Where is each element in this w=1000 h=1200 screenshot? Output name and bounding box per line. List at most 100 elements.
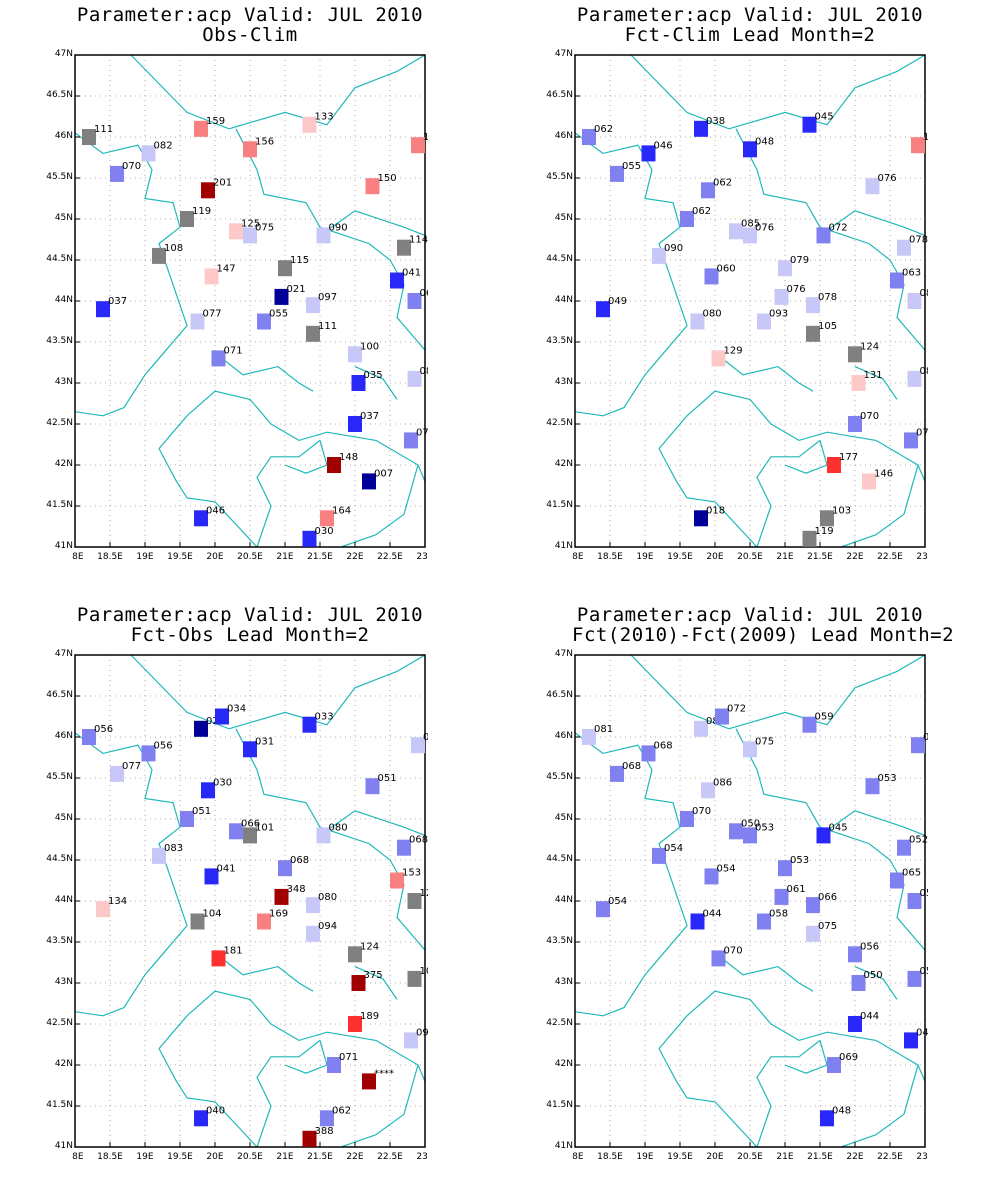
- station-marker: [243, 141, 257, 158]
- station-marker: [302, 1130, 317, 1147]
- station-value-label: 069: [839, 1052, 858, 1063]
- station-marker: [851, 975, 866, 991]
- station-value-label: 056: [154, 740, 173, 751]
- station-marker: [904, 1032, 918, 1049]
- y-tick-label: 41.5N: [546, 1100, 573, 1110]
- x-tick-label: 19E: [636, 1152, 653, 1162]
- map-panel-fct2010-fct2009: Parameter:acp Valid: JUL 2010 Fct(2010)-…: [546, 605, 954, 1165]
- station-marker: [911, 737, 925, 754]
- station-marker: [911, 137, 925, 154]
- y-tick-label: 41N: [554, 541, 573, 551]
- station-marker: [890, 272, 904, 289]
- station-value-label: 189: [360, 1011, 379, 1022]
- station-marker: [743, 227, 757, 244]
- y-tick-label: 41N: [554, 1141, 573, 1151]
- y-tick-label: 47N: [54, 49, 73, 59]
- y-tick-label: 45.5N: [46, 172, 73, 182]
- station-marker: [201, 182, 215, 199]
- station-marker: [320, 510, 334, 527]
- station-value-label: 164: [332, 505, 351, 516]
- station-marker: [327, 457, 341, 473]
- station-value-label: 062: [594, 124, 613, 135]
- station-marker: [302, 116, 317, 133]
- border-line: [284, 440, 328, 474]
- station-value-label: 056: [920, 966, 929, 977]
- station-value-label: 054: [608, 896, 627, 907]
- x-tick-label: 20E: [206, 552, 223, 562]
- station-marker: [306, 925, 320, 942]
- station-value-label: 086: [713, 777, 732, 788]
- x-tick-label: 19E: [636, 552, 653, 562]
- x-tick-label: 19.5E: [167, 552, 193, 562]
- station-marker: [806, 325, 820, 342]
- station-marker: [348, 1016, 362, 1032]
- station-value-label: 049: [608, 296, 627, 307]
- border-line: [658, 390, 926, 482]
- y-tick-label: 43.5N: [546, 936, 573, 946]
- station-value-label: 070: [860, 411, 879, 422]
- station-value-label: 030: [213, 777, 232, 788]
- station-value-label: 040: [206, 1105, 225, 1116]
- y-tick-label: 43.5N: [46, 336, 73, 346]
- y-tick-label: 41.5N: [546, 500, 573, 510]
- station-value-label: 078: [909, 235, 928, 246]
- station-value-label: 388: [315, 1126, 334, 1137]
- station-marker: [201, 782, 215, 799]
- x-tick-label: 18E: [72, 552, 84, 562]
- station-marker: [404, 1032, 418, 1049]
- station-marker: [82, 129, 96, 145]
- x-tick-label: 22.5E: [877, 1152, 903, 1162]
- station-marker: [743, 141, 757, 158]
- x-tick-label: 19.5E: [167, 1152, 193, 1162]
- station-marker: [204, 868, 219, 885]
- station-value-label: 070: [724, 945, 743, 956]
- station-value-label: 080: [329, 822, 348, 833]
- station-marker: [407, 893, 422, 909]
- station-marker: [211, 350, 226, 367]
- station-value-label: 147: [217, 263, 236, 274]
- x-tick-label: 23E: [416, 1152, 428, 1162]
- y-tick-label: 46.5N: [46, 690, 73, 700]
- station-value-label: 072: [829, 222, 848, 233]
- station-marker: [215, 708, 229, 725]
- station-value-label: ****: [374, 1068, 394, 1079]
- station-marker: [774, 888, 789, 905]
- station-value-label: 058: [769, 909, 788, 920]
- station-marker: [180, 811, 194, 827]
- station-value-label: 045: [916, 1027, 928, 1038]
- station-value-label: 062: [713, 177, 732, 188]
- station-marker: [397, 839, 411, 856]
- station-value-label: 060: [717, 263, 736, 274]
- station-map: 18E 18.5E 19E 19.5E 20E 20.5E 21E 21.5E 22E 22.5E…: [572, 52, 928, 565]
- x-tick-label: 19E: [136, 552, 153, 562]
- border-line: [235, 128, 426, 351]
- station-marker: [848, 346, 862, 363]
- x-tick-label: 22.5E: [377, 552, 403, 562]
- station-map: 18E 18.5E 19E 19.5E 20E 20.5E 21E 21.5E 22E 22.5E…: [72, 652, 428, 1165]
- station-marker: [802, 116, 817, 133]
- station-marker: [152, 247, 166, 264]
- y-tick-label: 44.5N: [46, 854, 73, 864]
- x-tick-label: 21E: [276, 552, 293, 562]
- border-line: [854, 366, 898, 400]
- x-tick-label: 21.5E: [307, 552, 333, 562]
- station-marker: [862, 473, 876, 490]
- station-marker: [404, 432, 418, 449]
- panel-title-line1: Parameter:acp Valid: JUL 2010: [576, 4, 924, 26]
- station-value-label: 201: [213, 177, 232, 188]
- x-tick-label: 20.5E: [737, 552, 763, 562]
- station-value-label: 108: [164, 243, 183, 254]
- station-marker: [229, 823, 243, 840]
- map-panel-fct-clim: Parameter:acp Valid: JUL 2010 Fct-Clim L…: [546, 4, 928, 565]
- station-value-label: 133: [315, 112, 334, 123]
- border-line: [158, 990, 426, 1082]
- station-value-label: 076: [878, 173, 897, 184]
- station-marker: [806, 925, 820, 942]
- station-marker: [774, 288, 789, 305]
- y-tick-label: 44N: [54, 295, 73, 305]
- station-value-label: 041: [402, 268, 421, 279]
- station-marker: [729, 223, 743, 240]
- x-tick-label: 22E: [346, 1152, 363, 1162]
- station-value-label: 080: [318, 892, 337, 903]
- station-marker: [362, 473, 376, 490]
